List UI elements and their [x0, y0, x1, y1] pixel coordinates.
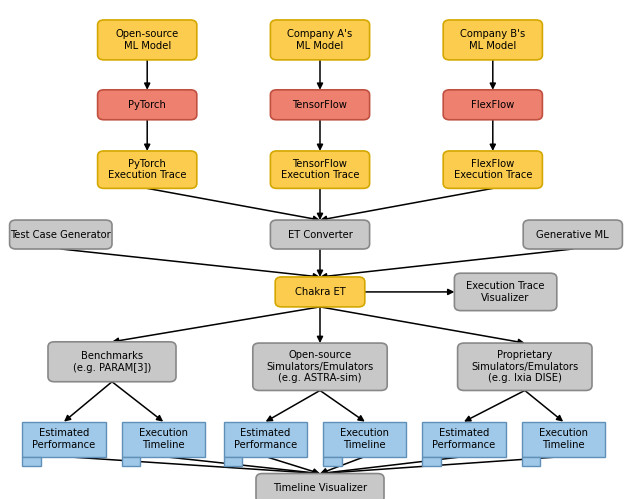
- Text: Estimated
Performance: Estimated Performance: [33, 428, 95, 450]
- Text: Execution
Timeline: Execution Timeline: [539, 428, 588, 450]
- Text: Open-source
Simulators/Emulators
(e.g. ASTRA-sim): Open-source Simulators/Emulators (e.g. A…: [266, 350, 374, 383]
- FancyBboxPatch shape: [22, 422, 106, 457]
- FancyBboxPatch shape: [10, 220, 112, 249]
- FancyBboxPatch shape: [98, 20, 197, 60]
- FancyBboxPatch shape: [524, 220, 622, 249]
- Text: FlexFlow: FlexFlow: [471, 100, 515, 110]
- Text: Timeline Visualizer: Timeline Visualizer: [273, 483, 367, 493]
- FancyBboxPatch shape: [443, 151, 543, 188]
- FancyBboxPatch shape: [224, 422, 307, 457]
- FancyBboxPatch shape: [443, 90, 543, 120]
- Text: PyTorch: PyTorch: [128, 100, 166, 110]
- Text: Estimated
Performance: Estimated Performance: [433, 428, 495, 450]
- Text: PyTorch
Execution Trace: PyTorch Execution Trace: [108, 159, 186, 181]
- Text: Proprietary
Simulators/Emulators
(e.g. Ixia DISE): Proprietary Simulators/Emulators (e.g. I…: [471, 350, 579, 383]
- Text: Execution Trace
Visualizer: Execution Trace Visualizer: [467, 281, 545, 303]
- FancyBboxPatch shape: [458, 343, 592, 390]
- FancyBboxPatch shape: [422, 457, 441, 466]
- FancyBboxPatch shape: [323, 457, 342, 466]
- FancyBboxPatch shape: [270, 151, 370, 188]
- FancyBboxPatch shape: [224, 457, 243, 466]
- FancyBboxPatch shape: [522, 457, 540, 466]
- FancyBboxPatch shape: [270, 20, 370, 60]
- FancyBboxPatch shape: [122, 422, 205, 457]
- FancyBboxPatch shape: [22, 457, 41, 466]
- Text: Generative ML: Generative ML: [536, 230, 609, 240]
- Text: Estimated
Performance: Estimated Performance: [234, 428, 297, 450]
- FancyBboxPatch shape: [48, 342, 176, 382]
- Text: FlexFlow
Execution Trace: FlexFlow Execution Trace: [454, 159, 532, 181]
- FancyBboxPatch shape: [98, 90, 197, 120]
- Text: Benchmarks
(e.g. PARAM[3]): Benchmarks (e.g. PARAM[3]): [73, 351, 151, 373]
- FancyBboxPatch shape: [98, 151, 197, 188]
- FancyBboxPatch shape: [122, 457, 140, 466]
- FancyBboxPatch shape: [256, 474, 384, 499]
- FancyBboxPatch shape: [270, 220, 370, 249]
- FancyBboxPatch shape: [275, 277, 365, 307]
- FancyBboxPatch shape: [253, 343, 387, 390]
- FancyBboxPatch shape: [454, 273, 557, 310]
- Text: Open-source
ML Model: Open-source ML Model: [116, 29, 179, 51]
- Text: Company B's
ML Model: Company B's ML Model: [460, 29, 525, 51]
- Text: Test Case Generator: Test Case Generator: [10, 230, 111, 240]
- Text: TensorFlow
Execution Trace: TensorFlow Execution Trace: [281, 159, 359, 181]
- Text: Execution
Timeline: Execution Timeline: [340, 428, 389, 450]
- Text: ET Converter: ET Converter: [287, 230, 353, 240]
- FancyBboxPatch shape: [443, 20, 543, 60]
- Text: Company A's
ML Model: Company A's ML Model: [287, 29, 353, 51]
- Text: TensorFlow: TensorFlow: [292, 100, 348, 110]
- FancyBboxPatch shape: [323, 422, 406, 457]
- Text: Execution
Timeline: Execution Timeline: [139, 428, 188, 450]
- FancyBboxPatch shape: [422, 422, 506, 457]
- FancyBboxPatch shape: [522, 422, 605, 457]
- FancyBboxPatch shape: [270, 90, 370, 120]
- Text: Chakra ET: Chakra ET: [294, 287, 346, 297]
